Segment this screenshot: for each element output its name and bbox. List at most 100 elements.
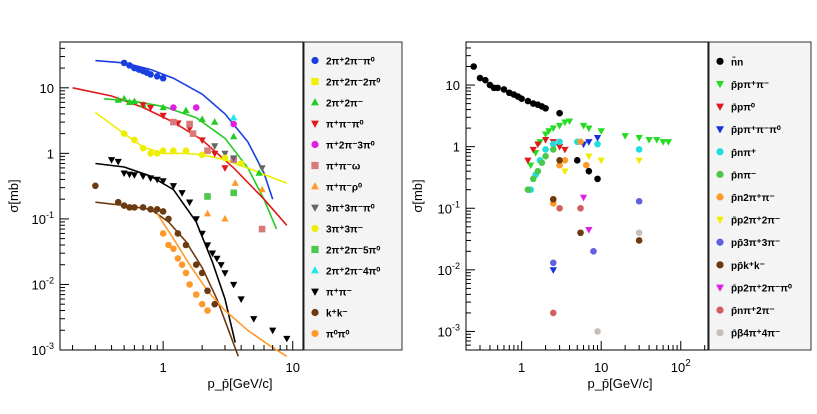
- right-data-point: [561, 119, 569, 127]
- left-data-point: [211, 300, 219, 308]
- right-data-point: [635, 229, 643, 237]
- right-legend-label: p̄p2π⁺2π⁻: [731, 216, 780, 227]
- left-data-point: [230, 132, 238, 140]
- left-data-point: [159, 230, 167, 237]
- right-data-point: [597, 128, 605, 135]
- left-legend-label: π⁺π⁻ρ⁰: [326, 183, 362, 194]
- right-data-point: [541, 136, 550, 144]
- left-data-point: [114, 96, 122, 103]
- left-legend-marker: [311, 56, 319, 65]
- left-data-point: [147, 206, 154, 213]
- left-data-point: [126, 204, 133, 211]
- left-data-point: [147, 71, 154, 78]
- right-data-point: [597, 157, 605, 165]
- left-legend-label: k⁺k⁻: [326, 309, 348, 320]
- right-data-point: [565, 118, 574, 126]
- left-data-point: [221, 214, 229, 222]
- left-legend: [303, 41, 403, 351]
- right-legend-label: p̄pπ⁺π⁻: [731, 80, 769, 91]
- right-data-point: [573, 157, 581, 164]
- right-x-tick-label: 1: [518, 360, 525, 375]
- right-data-point: [534, 141, 542, 149]
- left-legend-label: 2π⁺2π⁻2π⁰: [326, 78, 380, 89]
- left-legend-marker: [311, 120, 319, 128]
- right-data-point: [585, 226, 593, 234]
- left-data-point: [189, 130, 197, 137]
- left-data-point: [230, 281, 238, 289]
- right-legend-marker: [716, 103, 724, 111]
- left-fit-curve: [95, 162, 236, 343]
- right-data-point: [524, 97, 532, 105]
- left-data-point: [125, 171, 134, 179]
- right-legend-label: n̄n: [731, 56, 743, 68]
- right-legend-label: p̄nπ⁺: [731, 148, 756, 159]
- left-legend-label: 3π⁺3π⁻π⁰: [326, 204, 375, 215]
- left-legend-label: π⁺π⁻ω: [326, 162, 361, 173]
- left-legend-marker: [311, 77, 319, 86]
- right-data-point: [549, 140, 557, 148]
- left-data-point: [230, 113, 238, 121]
- left-y-axis-label: σ[mb]: [6, 179, 21, 212]
- right-data-point: [593, 135, 602, 142]
- left-data-point: [204, 307, 211, 314]
- left-data-point: [147, 150, 154, 157]
- right-data-point: [635, 135, 643, 142]
- right-data-point: [659, 139, 667, 146]
- left-data-point: [211, 150, 219, 158]
- left-data-point: [221, 270, 229, 277]
- left-data-point: [258, 165, 266, 172]
- left-data-point: [203, 209, 212, 217]
- right-legend-marker: [716, 148, 724, 156]
- left-data-point: [120, 130, 128, 137]
- left-data-point: [107, 157, 116, 164]
- right-data-point: [555, 122, 564, 130]
- left-data-point: [208, 250, 217, 258]
- right-legend-marker: [716, 284, 724, 292]
- left-legend-marker: [311, 140, 319, 149]
- right-legend-marker: [716, 193, 724, 201]
- left-legend-label: π⁺π⁻π⁰: [326, 120, 364, 131]
- left-data-point: [192, 291, 200, 298]
- left-data-point: [153, 206, 161, 213]
- right-data-point: [577, 138, 584, 146]
- left-data-point: [192, 216, 200, 223]
- left-data-point: [269, 327, 277, 335]
- right-data-point: [482, 76, 489, 84]
- left-data-point: [283, 335, 291, 343]
- right-y-tick-label: 1: [453, 140, 460, 155]
- right-data-point: [555, 144, 564, 151]
- right-data-point: [524, 186, 532, 194]
- left-data-point: [198, 151, 206, 159]
- left-data-point: [159, 178, 167, 185]
- right-legend-marker: [716, 81, 724, 89]
- left-data-point: [185, 125, 194, 133]
- left-data-point: [159, 74, 167, 82]
- left-data-point: [192, 261, 200, 269]
- left-data-point: [126, 62, 133, 69]
- left-data-point: [231, 179, 239, 186]
- right-legend: [708, 41, 812, 351]
- left-data-point: [159, 103, 167, 111]
- right-data-point: [664, 139, 673, 146]
- left-legend-label: 2π⁺2π⁻: [326, 99, 363, 110]
- right-legend-label: pp̄k⁺k⁻: [731, 261, 765, 272]
- right-data-point: [534, 167, 542, 175]
- left-data-point: [114, 158, 122, 166]
- left-legend-marker: [311, 288, 319, 296]
- right-data-point: [476, 74, 484, 82]
- left-data-point: [153, 72, 161, 80]
- left-data-point: [182, 269, 190, 277]
- right-legend-marker: [716, 306, 724, 314]
- right-data-point: [529, 175, 537, 183]
- right-data-point: [556, 161, 563, 169]
- left-data-point: [230, 189, 237, 197]
- left-legend-label: π⁰π⁰: [326, 330, 349, 341]
- left-data-point: [114, 198, 122, 206]
- left-data-point: [92, 182, 99, 190]
- right-legend-label: p̄nπ⁺2π⁻: [731, 306, 775, 317]
- right-data-point: [653, 136, 661, 144]
- right-data-point: [556, 204, 563, 212]
